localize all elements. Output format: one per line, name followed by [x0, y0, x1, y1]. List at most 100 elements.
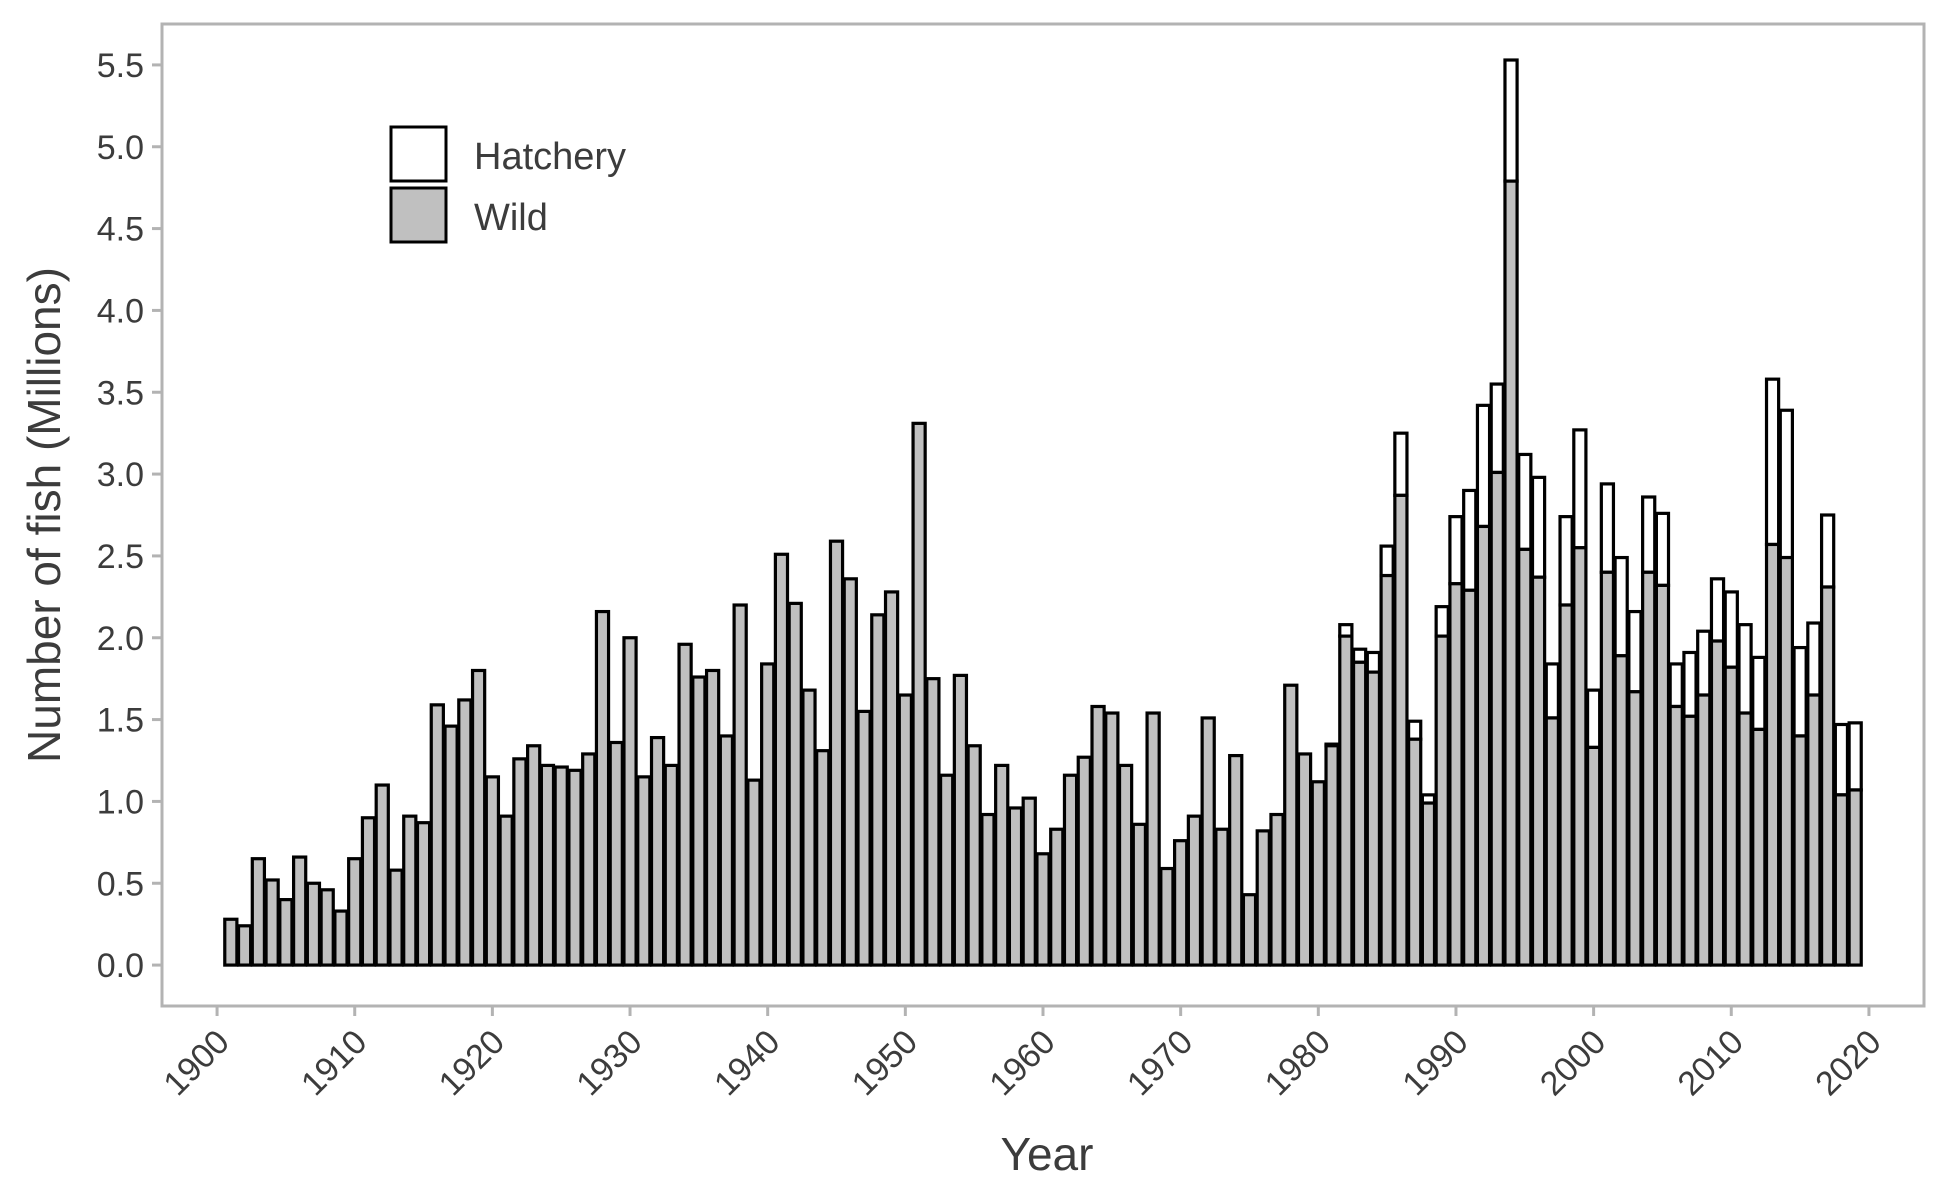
bar-wild-1928: [594, 609, 611, 967]
bar-hatchery-2013: [1764, 377, 1781, 547]
bar-wild-1943: [801, 688, 817, 967]
bar-wild-2000: [1585, 745, 1602, 967]
bar-hatchery-2007: [1682, 650, 1698, 718]
bar-wild-1954: [952, 673, 969, 967]
y-tick-label: 1.5: [97, 702, 144, 740]
bar-wild-1952: [925, 677, 941, 967]
bar-wild-1944: [815, 749, 831, 967]
y-tick-label: 2.5: [97, 538, 144, 576]
bar-wild-1923: [526, 744, 542, 967]
bar-wild-1931: [636, 775, 652, 967]
bar-wild-1948: [870, 613, 886, 967]
bar-wild-1915: [415, 821, 432, 967]
bar-wild-1934: [677, 642, 693, 967]
bar-wild-1956: [980, 812, 996, 967]
bar-wild-1962: [1062, 773, 1079, 967]
bar-hatchery-2008: [1696, 629, 1712, 697]
bar-hatchery-2016: [1806, 621, 1822, 697]
bar-wild-1955: [966, 744, 982, 967]
bar-wild-1989: [1434, 634, 1450, 967]
bar-wild-1950: [897, 693, 914, 967]
bar-wild-2016: [1806, 693, 1822, 967]
bar-wild-1901: [223, 917, 239, 967]
bar-wild-1905: [278, 898, 294, 967]
bar-wild-1997: [1544, 716, 1560, 967]
bar-wild-1992: [1475, 524, 1492, 967]
y-tick-label: 2.0: [97, 620, 144, 658]
bar-wild-1974: [1228, 753, 1244, 967]
bar-wild-1972: [1200, 716, 1216, 967]
legend-swatch-hatchery: [389, 125, 448, 183]
bar-wild-2005: [1654, 583, 1671, 967]
bar-wild-1987: [1407, 737, 1423, 967]
bar-wild-1960: [1035, 852, 1051, 967]
bar-wild-1908: [319, 888, 335, 967]
bar-wild-2003: [1627, 690, 1643, 967]
bar-hatchery-2006: [1668, 662, 1684, 709]
bar-wild-1906: [291, 855, 308, 967]
y-tick-label: 3.0: [97, 456, 144, 494]
bar-wild-1904: [264, 878, 280, 967]
bar-wild-1971: [1186, 814, 1203, 967]
bar-hatchery-1985: [1379, 544, 1395, 578]
bar-wild-1959: [1021, 796, 1037, 967]
bar-wild-1961: [1049, 827, 1065, 967]
bar-hatchery-1989: [1434, 605, 1450, 638]
bar-wild-1949: [883, 590, 900, 967]
bar-wild-1907: [305, 881, 322, 967]
bar-wild-1940: [760, 662, 776, 967]
y-tick-label: 4.0: [97, 292, 144, 330]
bar-hatchery-1994: [1503, 58, 1519, 183]
bar-hatchery-2017: [1819, 513, 1836, 589]
bar-wild-1983: [1351, 660, 1368, 967]
bar-wild-1946: [842, 577, 858, 967]
bar-wild-2001: [1599, 570, 1616, 967]
bar-wild-2008: [1696, 693, 1712, 967]
bar-wild-1957: [994, 763, 1010, 967]
bar-hatchery-1993: [1489, 382, 1505, 475]
bar-wild-1998: [1558, 603, 1574, 967]
bar-wild-1969: [1159, 866, 1175, 967]
y-tick-label: 0.5: [97, 865, 144, 903]
bar-wild-1903: [250, 857, 267, 967]
bar-wild-1978: [1283, 683, 1299, 967]
bar-hatchery-2018: [1833, 722, 1850, 797]
bar-wild-1933: [663, 763, 679, 967]
bar-wild-2017: [1819, 585, 1836, 967]
bar-wild-1970: [1172, 839, 1189, 967]
bar-wild-1979: [1296, 752, 1313, 967]
bar-wild-1941: [773, 552, 790, 967]
bar-wild-1917: [443, 724, 459, 967]
bar-hatchery-1990: [1448, 515, 1464, 586]
bar-wild-1902: [236, 924, 253, 967]
bar-wild-1938: [732, 603, 748, 967]
bar-wild-1936: [704, 668, 721, 967]
bar-wild-1980: [1310, 780, 1326, 967]
bar-wild-1975: [1241, 893, 1258, 967]
y-tick-label: 0.0: [97, 947, 144, 985]
bar-wild-1921: [498, 814, 514, 967]
bar-hatchery-2003: [1627, 609, 1643, 694]
bar-hatchery-2012: [1751, 655, 1767, 732]
bar-hatchery-2009: [1709, 577, 1726, 643]
y-tick-label: 5.5: [97, 47, 144, 85]
bar-wild-1916: [429, 703, 445, 967]
bar-hatchery-1982: [1338, 623, 1354, 638]
bar-wild-1912: [374, 783, 390, 967]
bar-wild-1930: [622, 636, 638, 967]
y-tick-label: 3.5: [97, 374, 144, 412]
bar-hatchery-2005: [1654, 511, 1671, 587]
bar-wild-1929: [608, 740, 624, 967]
bar-hatchery-2004: [1641, 495, 1657, 574]
bar-hatchery-2019: [1847, 721, 1863, 792]
legend-swatch-wild: [389, 186, 448, 244]
bar-wild-2010: [1723, 665, 1739, 967]
bar-hatchery-1999: [1572, 428, 1588, 550]
bar-wild-1935: [691, 675, 707, 967]
bar-hatchery-2011: [1737, 623, 1753, 715]
bar-wild-1988: [1420, 801, 1437, 967]
bar-wild-1920: [484, 775, 501, 967]
bar-hatchery-2010: [1723, 590, 1739, 669]
legend: Hatchery Wild: [389, 125, 626, 244]
bar-wild-1994: [1503, 179, 1519, 967]
